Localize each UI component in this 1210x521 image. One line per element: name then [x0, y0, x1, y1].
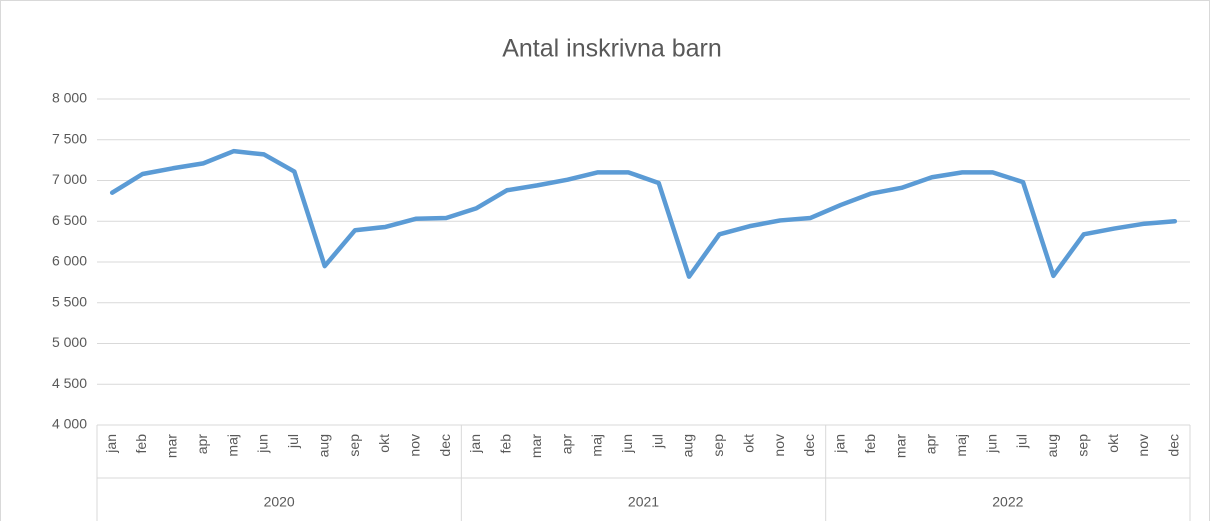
x-tick-label: nov — [771, 434, 787, 457]
x-tick-label: mar — [164, 434, 180, 458]
x-tick-label: jan — [103, 434, 119, 454]
x-tick-label: maj — [224, 434, 240, 457]
x-tick-label: mar — [528, 434, 544, 458]
x-tick-label: nov — [406, 434, 422, 457]
x-tick-label: jan — [467, 434, 483, 454]
x-tick-label: okt — [376, 434, 392, 453]
x-tick-label: dec — [801, 434, 817, 457]
y-tick-label: 5 500 — [52, 293, 87, 309]
x-tick-label: aug — [315, 434, 331, 457]
y-tick-label: 4 000 — [52, 416, 87, 432]
x-tick-label: okt — [740, 434, 756, 453]
x-tick-label: jul — [1014, 434, 1030, 449]
x-tick-label: sep — [1074, 434, 1090, 457]
x-tick-label: apr — [923, 434, 939, 455]
y-tick-label: 5 000 — [52, 334, 87, 350]
y-tick-label: 6 500 — [52, 212, 87, 228]
x-tick-label: okt — [1105, 434, 1121, 453]
x-tick-label: sep — [710, 434, 726, 457]
x-tick-label: apr — [194, 434, 210, 455]
x-tick-label: feb — [133, 434, 149, 454]
x-tick-label: apr — [558, 434, 574, 455]
group-label: 2020 — [264, 494, 295, 510]
x-tick-label: dec — [1166, 434, 1182, 457]
y-tick-label: 7 000 — [52, 171, 87, 187]
x-tick-label: feb — [498, 434, 514, 454]
y-tick-label: 6 000 — [52, 253, 87, 269]
x-tick-label: jun — [255, 434, 271, 454]
chart-title: Antal inskrivna barn — [502, 35, 722, 63]
x-tick-label: feb — [862, 434, 878, 454]
y-tick-label: 8 000 — [52, 90, 87, 106]
x-tick-label: jun — [619, 434, 635, 454]
x-tick-label: nov — [1135, 434, 1151, 457]
x-tick-label: dec — [437, 434, 453, 457]
group-label: 2021 — [628, 494, 659, 510]
y-tick-label: 4 500 — [52, 375, 87, 391]
x-tick-label: jun — [983, 434, 999, 454]
x-tick-label: jul — [649, 434, 665, 449]
x-tick-label: aug — [680, 434, 696, 457]
group-label: 2022 — [992, 494, 1023, 510]
x-tick-label: sep — [346, 434, 362, 457]
y-tick-label: 7 500 — [52, 130, 87, 146]
x-tick-label: jan — [832, 434, 848, 454]
x-tick-label: aug — [1044, 434, 1060, 457]
x-tick-label: mar — [892, 434, 908, 458]
series-line — [109, 148, 1178, 279]
x-tick-label: maj — [953, 434, 969, 457]
x-tick-label: maj — [589, 434, 605, 457]
x-tick-label: jul — [285, 434, 301, 449]
